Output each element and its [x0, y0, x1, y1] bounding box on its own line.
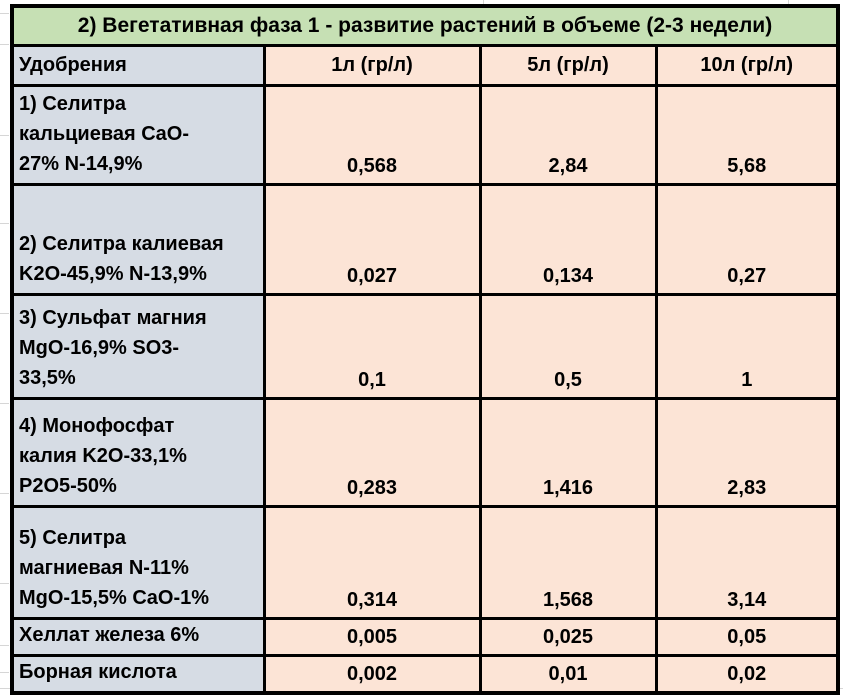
table-row: Хеллат железа 6% 0,005 0,025 0,05 [10, 616, 840, 657]
sheet-gridline [0, 583, 9, 584]
fertilizer-name-cell[interactable]: 5) Селитра магниевая N-11% MgO-15,5% CaO… [10, 504, 266, 620]
table-row: 5) Селитра магниевая N-11% MgO-15,5% CaO… [10, 504, 840, 620]
table-row: 4) Монофосфат калия K2O-33,1% P2O5-50% 0… [10, 396, 840, 508]
dose-value-cell[interactable]: 0,314 [262, 504, 482, 620]
column-header-5l[interactable]: 5л (гр/л) [478, 43, 658, 87]
dose-value-cell[interactable]: 0,027 [262, 182, 482, 296]
column-header-fertilizers[interactable]: Удобрения [10, 43, 266, 87]
column-header-10l[interactable]: 10л (гр/л) [654, 43, 840, 87]
sheet-gridline [0, 44, 9, 45]
dose-value-cell[interactable]: 3,14 [654, 504, 840, 620]
fertilizer-name-cell[interactable]: 1) Селитра кальциевая CaO- 27% N-14,9% [10, 83, 266, 186]
table-row: 2) Селитра калиевая K2O-45,9% N-13,9% 0,… [10, 182, 840, 296]
table-title-cell[interactable]: 2) Вегетативная фаза 1 - развитие растен… [10, 4, 840, 47]
sheet-gridline [0, 13, 9, 14]
dose-value-cell[interactable]: 0,002 [262, 653, 482, 694]
table-row: 3) Сульфат магния MgO-16,9% SO3- 33,5% 0… [10, 292, 840, 400]
dose-value-cell[interactable]: 0,05 [654, 616, 840, 657]
sheet-gridline [483, 0, 484, 4]
sheet-gridline [788, 0, 789, 4]
fertilizer-name-cell[interactable]: Хеллат железа 6% [10, 616, 266, 657]
sheet-gridline [0, 672, 9, 673]
dose-value-cell[interactable]: 0,01 [478, 653, 658, 694]
dose-value-cell[interactable]: 2,84 [478, 83, 658, 186]
fertilizer-name-cell[interactable]: 3) Сульфат магния MgO-16,9% SO3- 33,5% [10, 292, 266, 400]
table-row: Борная кислота 0,002 0,01 0,02 [10, 653, 840, 694]
sheet-gridline [0, 493, 9, 494]
sheet-gridline [0, 645, 9, 646]
sheet-gridline [0, 403, 9, 404]
dose-value-cell[interactable]: 0,02 [654, 653, 840, 694]
dose-value-cell[interactable]: 0,568 [262, 83, 482, 186]
dose-value-cell[interactable]: 0,283 [262, 396, 482, 508]
dose-value-cell[interactable]: 0,27 [654, 182, 840, 296]
table-title-row: 2) Вегетативная фаза 1 - развитие растен… [10, 4, 840, 47]
dose-value-cell[interactable]: 1,416 [478, 396, 658, 508]
table-row: 1) Селитра кальциевая CaO- 27% N-14,9% 0… [10, 83, 840, 186]
fertilizer-table: 2) Вегетативная фаза 1 - развитие растен… [10, 4, 840, 695]
fertilizer-name-cell[interactable]: Борная кислота [10, 653, 266, 694]
dose-value-cell[interactable]: 0,1 [262, 292, 482, 400]
dose-value-cell[interactable]: 0,134 [478, 182, 658, 296]
dose-value-cell[interactable]: 5,68 [654, 83, 840, 186]
fertilizer-name-cell[interactable]: 2) Селитра калиевая K2O-45,9% N-13,9% [10, 182, 266, 296]
dose-value-cell[interactable]: 0,5 [478, 292, 658, 400]
dose-value-cell[interactable]: 0,025 [478, 616, 658, 657]
dose-value-cell[interactable]: 0,005 [262, 616, 482, 657]
sheet-gridline [0, 313, 9, 314]
dose-value-cell[interactable]: 1,568 [478, 504, 658, 620]
fertilizer-name-cell[interactable]: 4) Монофосфат калия K2O-33,1% P2O5-50% [10, 396, 266, 508]
dose-value-cell[interactable]: 2,83 [654, 396, 840, 508]
table-header-row: Удобрения 1л (гр/л) 5л (гр/л) 10л (гр/л) [10, 43, 840, 87]
dose-value-cell[interactable]: 1 [654, 292, 840, 400]
column-header-1l[interactable]: 1л (гр/л) [262, 43, 482, 87]
sheet-gridline [0, 223, 9, 224]
sheet-gridline [0, 135, 9, 136]
